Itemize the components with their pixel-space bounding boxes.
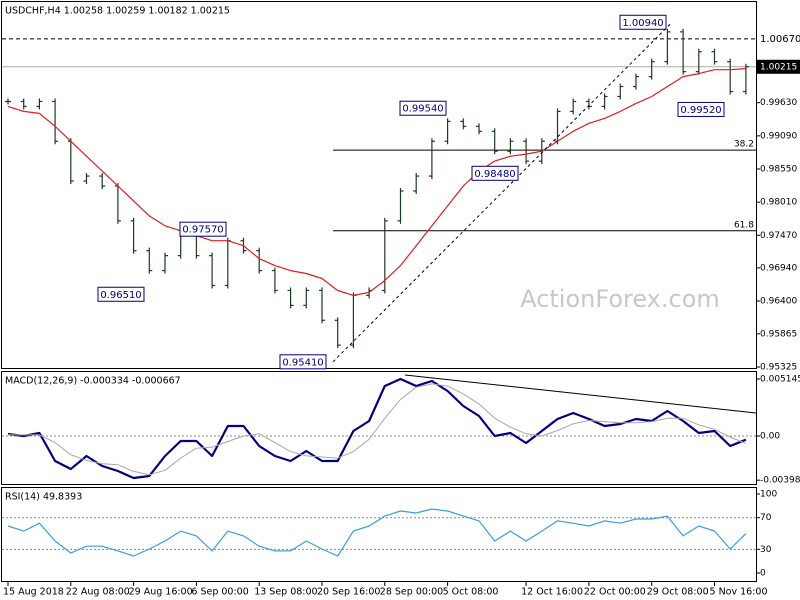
panel-title: RSI(14) 49.8393 (5, 492, 82, 503)
annotation-box (279, 354, 327, 370)
price-bar (99, 173, 106, 190)
series-line (8, 383, 747, 476)
panel-title: MACD(12,26,9) -0.000334 -0.000667 (5, 376, 181, 387)
price-bar (413, 173, 420, 194)
annotation-label: 0.96510 (100, 290, 141, 301)
x-tick-label: 28 Sep 00:00 (380, 587, 443, 598)
price-bar (570, 98, 577, 115)
y-tick-label: 0.005145 (760, 375, 800, 385)
price-bar (428, 138, 435, 180)
price-bar (680, 28, 687, 75)
price-bar (585, 98, 592, 110)
price-bar (601, 93, 608, 110)
price-bar (727, 58, 734, 95)
x-tick-label: 22 Aug 08:00 (66, 587, 130, 598)
price-bar (319, 287, 325, 324)
x-tick-label: 6 Sep 00:00 (191, 587, 248, 598)
annotation-label: 0.97570 (182, 225, 223, 236)
y-tick-label: 0.96940 (760, 263, 797, 273)
price-bar (256, 247, 263, 274)
price-bar (444, 118, 451, 145)
annotation-box (471, 165, 519, 181)
panel-title: USDCHF,H4 1.00258 1.00259 1.00182 1.0021… (5, 6, 230, 17)
x-tick-label: 15 Aug 2018 (3, 587, 64, 598)
annotation-box (179, 221, 227, 237)
fib-label: 38.2 (734, 140, 754, 150)
y-tick-label: 0.98550 (760, 165, 797, 175)
price-bar (271, 267, 278, 294)
x-tick-label: 13 Sep 08:00 (254, 587, 317, 598)
price-bar (617, 83, 624, 100)
y-tick-label: 100 (760, 490, 777, 500)
price-bar (397, 187, 404, 224)
price-bar (5, 98, 11, 105)
macd-trendline (404, 374, 757, 414)
price-bar (20, 98, 27, 110)
x-tick-label: 5 Oct 08:00 (443, 587, 499, 598)
price-bar (664, 28, 671, 65)
price-bar (209, 252, 216, 289)
level-label: 1.00670 (760, 34, 800, 45)
price-bar (633, 73, 639, 90)
price-bar (287, 287, 294, 309)
x-tick-label: 12 Oct 16:00 (521, 587, 583, 598)
y-tick-label: 0.96400 (760, 297, 797, 307)
x-tick-label: 5 Nov 16:00 (710, 587, 768, 598)
annotation-label: 1.00940 (622, 18, 663, 29)
annotation-label: 0.95410 (282, 357, 323, 368)
x-tick-label: 20 Sep 16:00 (317, 587, 380, 598)
y-tick-label: 0.95325 (760, 363, 797, 373)
trendline (332, 21, 673, 363)
y-tick-label: 30 (760, 545, 772, 555)
price-bar (460, 118, 467, 130)
price-bar (334, 317, 341, 349)
macd-panel (1, 371, 757, 485)
price-bar (162, 252, 168, 274)
annotation-label: 0.99540 (402, 104, 443, 115)
y-tick-label: 0.99630 (760, 98, 797, 108)
series-line (7, 508, 747, 557)
y-tick-label: 70 (760, 513, 772, 523)
annotation-label: 0.98480 (474, 169, 515, 180)
y-tick-label: 0.00 (760, 431, 780, 441)
annotation-box (619, 14, 667, 30)
y-tick-label: 0.95865 (760, 329, 797, 339)
watermark: ActionForex.com (520, 285, 720, 313)
price-bar (303, 287, 310, 309)
price-bar (146, 247, 153, 274)
price-bar (695, 48, 702, 75)
x-tick-label: 29 Aug 16:00 (129, 587, 193, 598)
annotation-box (97, 286, 145, 302)
price-bar (36, 98, 43, 110)
last-price-tag (757, 59, 800, 74)
y-tick-label: 0 (760, 569, 766, 579)
rsi-panel (1, 487, 757, 582)
price-bar (711, 48, 718, 65)
price-bar (476, 123, 482, 135)
price-bar (491, 128, 498, 155)
price-bar (648, 58, 655, 80)
fib-label: 61.8 (734, 220, 754, 230)
annotation-label: 0.99520 (680, 105, 721, 116)
x-tick-label: 22 Oct 00:00 (584, 587, 646, 598)
y-tick-label: -0.003989 (760, 476, 800, 486)
price-bar (130, 217, 137, 254)
annotation-box (677, 101, 725, 117)
price-bar (507, 138, 514, 155)
price-bar (52, 98, 59, 145)
series-line (7, 68, 746, 296)
price-panel (1, 1, 757, 369)
annotation-box (399, 100, 447, 116)
price-bar (83, 173, 90, 185)
y-tick-label: 0.98010 (760, 198, 797, 208)
y-tick-label: 0.97470 (760, 231, 797, 241)
price-bar (523, 138, 530, 165)
x-tick-label: 29 Oct 08:00 (647, 587, 709, 598)
last-price-label: 1.00215 (760, 62, 797, 72)
y-tick-label: 0.99090 (760, 131, 797, 141)
